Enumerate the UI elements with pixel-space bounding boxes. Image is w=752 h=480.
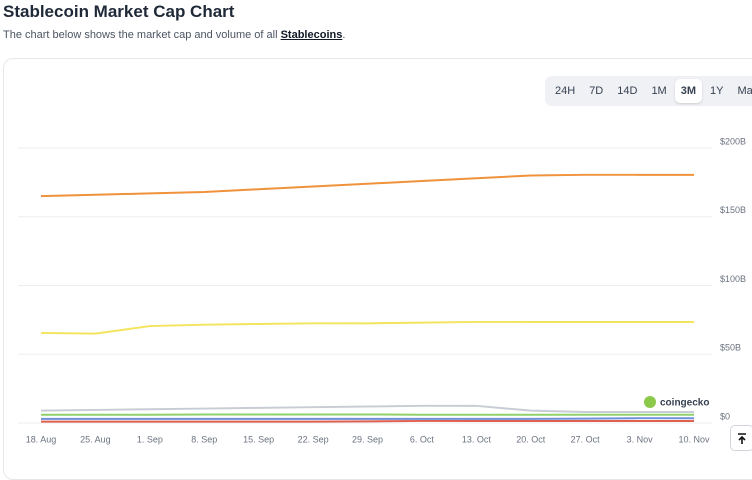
y-tick-label: $100B [720,274,746,284]
x-tick-label: 15. Sep [243,434,274,444]
y-tick-label: $200B [720,136,746,146]
x-tick-label: 22. Sep [298,434,329,444]
page: Stablecoin Market Cap Chart The chart be… [0,0,752,469]
y-tick-label: $50B [720,343,741,353]
coingecko-logo [644,396,656,408]
chart: 10. Nov 3. Nov 27. Oct 20. Oct 13. Oct 6. Oct… [0,0,752,469]
series-line [41,421,694,422]
x-tick-label: 8. Sep [191,434,217,444]
series-line [41,175,694,196]
y-tick-label: $150B [720,205,746,215]
x-tick-label: 3. Nov [627,434,654,444]
x-tick-label: 13. Oct [462,434,492,444]
series-line [41,322,694,334]
x-tick-label: 18. Aug [26,434,57,444]
x-tick-label: 6. Oct [410,434,435,444]
x-tick-label: 20. Oct [516,434,546,444]
watermark: coingecko [660,398,709,409]
x-tick-label: 27. Oct [571,434,601,444]
back-to-top[interactable] [730,425,752,451]
series-line [41,418,694,419]
x-tick-label: 29. Sep [352,434,383,444]
back-to-top-icon [731,426,752,450]
series-line [41,406,694,412]
y-tick-label: $0 [720,411,730,421]
x-tick-label: 25. Aug [80,434,111,444]
x-tick-label: 10. Nov [678,434,710,444]
x-tick-label: 1. Sep [137,434,163,444]
